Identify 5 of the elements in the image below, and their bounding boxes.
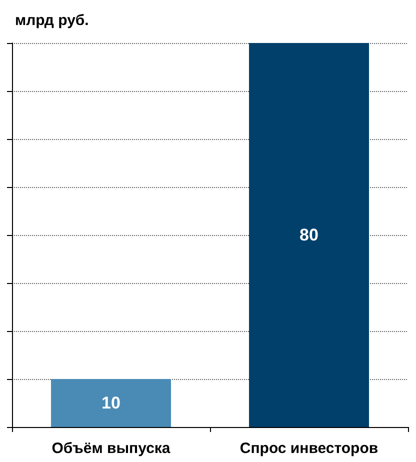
data-label: 10 [102,394,120,412]
chart-title: млрд руб. [15,12,89,29]
x-tick-label: Спрос инвесторов [240,440,378,457]
x-tick-label: Объём выпуска [52,440,171,457]
data-label: 80 [300,226,318,244]
